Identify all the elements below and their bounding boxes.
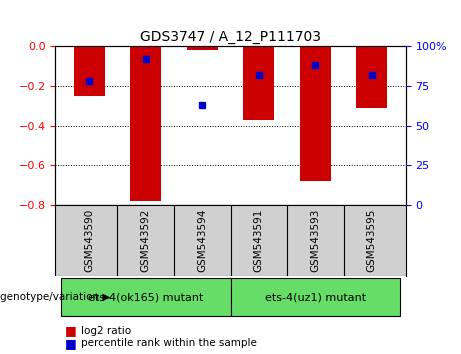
Text: GSM543594: GSM543594: [197, 209, 207, 272]
Bar: [61, 278, 230, 316]
Text: genotype/variation ▶: genotype/variation ▶: [0, 292, 110, 302]
Text: log2 ratio: log2 ratio: [81, 326, 131, 336]
Bar: [356, 46, 387, 108]
Text: GSM543592: GSM543592: [141, 209, 151, 272]
Bar: [243, 46, 274, 120]
Text: GSM543593: GSM543593: [310, 209, 320, 272]
Bar: [74, 46, 105, 96]
Bar: [187, 46, 218, 50]
Text: GSM543595: GSM543595: [367, 209, 377, 272]
Text: ■: ■: [65, 325, 76, 337]
Text: ■: ■: [65, 337, 76, 350]
Text: GSM543590: GSM543590: [84, 209, 94, 272]
Text: percentile rank within the sample: percentile rank within the sample: [81, 338, 257, 348]
Bar: [130, 46, 161, 201]
Bar: [230, 278, 400, 316]
Title: GDS3747 / A_12_P111703: GDS3747 / A_12_P111703: [140, 30, 321, 44]
Text: GSM543591: GSM543591: [254, 209, 264, 272]
Bar: [300, 46, 331, 181]
Text: ets-4(uz1) mutant: ets-4(uz1) mutant: [265, 292, 366, 302]
Text: ets-4(ok165) mutant: ets-4(ok165) mutant: [88, 292, 203, 302]
